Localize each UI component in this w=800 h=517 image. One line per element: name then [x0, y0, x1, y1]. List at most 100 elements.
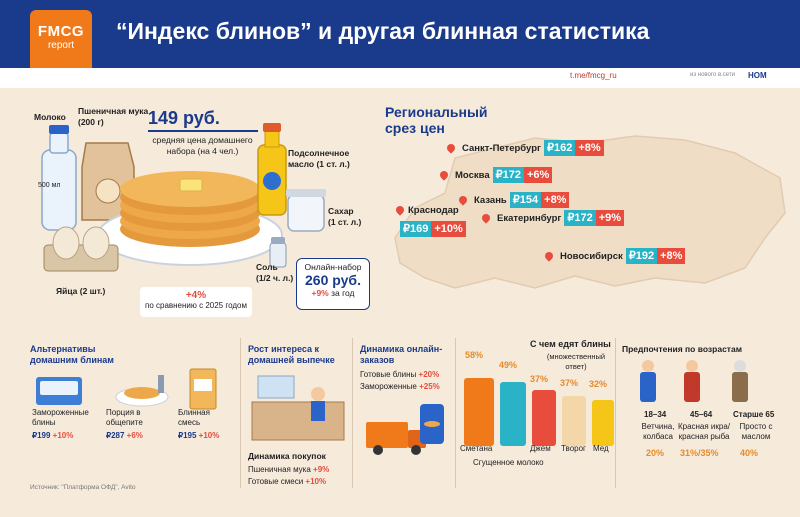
adult-person-icon [684, 360, 700, 402]
oil-bottle-icon [257, 123, 287, 216]
alt-mix-price: ₽195 +10% [178, 431, 219, 441]
header-bar [0, 0, 800, 68]
sugar-jar-icon [286, 189, 326, 232]
jam-icon [532, 390, 556, 446]
honey-icon [592, 400, 614, 446]
topping-value: 37% [560, 378, 579, 388]
eggs-icon [43, 226, 119, 272]
delivery-truck-illustration [366, 404, 444, 455]
city-spb[interactable]: Санкт-Петербург ₽162 +8% [445, 140, 604, 156]
alt-change: +6% [126, 431, 143, 440]
homebaking-subtitle: Динамика покупок [248, 451, 326, 461]
map-pin-icon [543, 250, 555, 262]
senior-person-icon [732, 360, 748, 402]
age-pref: Красная икра/ красная рыба [677, 422, 731, 441]
city-change: +10% [431, 221, 466, 237]
alt-change: +10% [52, 431, 74, 440]
age-pref: Просто с маслом [739, 422, 773, 441]
age-value: 40% [740, 448, 759, 458]
alt-price: ₽195 [178, 431, 197, 440]
city-price: ₽154 [509, 192, 542, 208]
cafe-portion-icon [115, 375, 169, 407]
online-row-frozen: Замороженные +25% [360, 382, 440, 392]
row-label: Готовые блины [360, 370, 417, 379]
section-divider [615, 338, 616, 488]
topping-label: Сметана [460, 444, 493, 453]
basket-caption: средняя цена домашнего набора (на 4 чел.… [152, 135, 253, 156]
city-change: +8% [575, 140, 604, 156]
online-label: Онлайн-набор [304, 262, 362, 272]
alternatives-title: Альтернативы домашним блинам [30, 344, 114, 365]
logo-bottom-text: report [47, 40, 75, 51]
alt-cafe-label: Порция в общепите [106, 408, 143, 427]
topping-label: Творог [561, 444, 586, 453]
city-moscow[interactable]: Москва ₽172 +6% [438, 167, 553, 183]
age-value: 20% [646, 448, 665, 458]
topping-value: 32% [589, 379, 608, 389]
link-strip [0, 68, 800, 88]
sour-cream-icon [464, 378, 494, 446]
flour-bag-icon [81, 142, 135, 221]
alt-price: ₽199 [32, 431, 51, 440]
map-pin-icon [445, 142, 457, 154]
pancake-mix-icon [189, 368, 217, 410]
map-pin-icon [394, 204, 406, 216]
city-name: Москва [455, 169, 490, 181]
city-change: +8% [657, 248, 686, 264]
salt-label: Соль (1/2 ч. л.) [256, 262, 294, 283]
partner-logo[interactable]: НОМ [748, 71, 767, 80]
row-label: Готовые смеси [248, 477, 304, 486]
age-pref: Ветчина, колбаса [641, 422, 675, 441]
milk-pack-label: 500 мл [38, 182, 61, 189]
source-note: Источник: "Платформа ОФД", Avito [30, 484, 136, 491]
city-ekaterinburg[interactable]: Екатеринбург ₽172 +9% [480, 210, 625, 226]
alt-frozen-label: Замороженные блины [32, 408, 89, 427]
city-name: Новосибирск [560, 250, 623, 262]
city-kazan[interactable]: Казань ₽154 +8% [457, 192, 570, 208]
butter-icon [179, 178, 203, 192]
basket-price: 149 руб. [148, 108, 220, 128]
salt-shaker-icon [269, 237, 287, 268]
compare-percent: +4% [185, 290, 207, 301]
city-krasnodar[interactable]: Краснодар ₽169 +10% [394, 203, 466, 237]
pancake-stack-icon [120, 171, 260, 247]
online-orders-title: Динамика онлайн-заказов [360, 344, 443, 365]
section-divider [352, 338, 353, 488]
condensed-milk-icon [500, 382, 526, 446]
telegram-link[interactable]: t.me/fmcg_ru [570, 71, 617, 80]
regional-title: Региональный срез цен [385, 104, 488, 136]
frozen-pancakes-icon [36, 377, 82, 405]
alt-frozen-price: ₽199 +10% [32, 431, 73, 441]
age-group: Старше 65 [733, 410, 775, 419]
section-divider [240, 338, 241, 488]
oil-label: Подсолнечное масло (1 ст. л.) [288, 148, 350, 169]
row-change: +20% [418, 370, 440, 379]
city-change: +6% [524, 167, 553, 183]
ages-title: Предпочтения по возрастам [622, 344, 742, 354]
topping-label: Сгущенное молоко [473, 458, 544, 467]
partner-link[interactable]: из нового в.сети [690, 72, 736, 78]
topping-value: 37% [530, 374, 549, 384]
city-price: ₽192 [625, 248, 658, 264]
row-label: Пшеничная мука [248, 465, 311, 474]
city-price: ₽162 [543, 140, 576, 156]
map-pin-icon [438, 169, 450, 181]
city-price: ₽169 [400, 221, 432, 237]
topping-label: Джем [530, 444, 551, 453]
map-pin-icon [480, 212, 492, 224]
city-name: Краснодар [408, 204, 459, 216]
toppings-subtitle: (множественный ответ) [546, 352, 606, 371]
topping-label: Мед [593, 444, 609, 453]
page-title: “Индекс блинов” и другая блинная статист… [116, 18, 650, 44]
topping-value: 49% [499, 360, 518, 370]
cottage-cheese-icon [562, 396, 586, 446]
kitchen-illustration [251, 375, 345, 441]
homebaking-title: Рост интереса к домашней выпечке [248, 344, 335, 365]
row-change: +10% [305, 477, 327, 486]
online-growth-pct: +9% [311, 288, 329, 298]
toppings-illustration [464, 378, 614, 446]
age-value: 31%/35% [680, 448, 719, 458]
homebaking-row-flour: Пшеничная мука +9% [248, 465, 329, 475]
city-novosibirsk[interactable]: Новосибирск ₽192 +8% [543, 248, 686, 264]
city-change: +9% [595, 210, 625, 226]
